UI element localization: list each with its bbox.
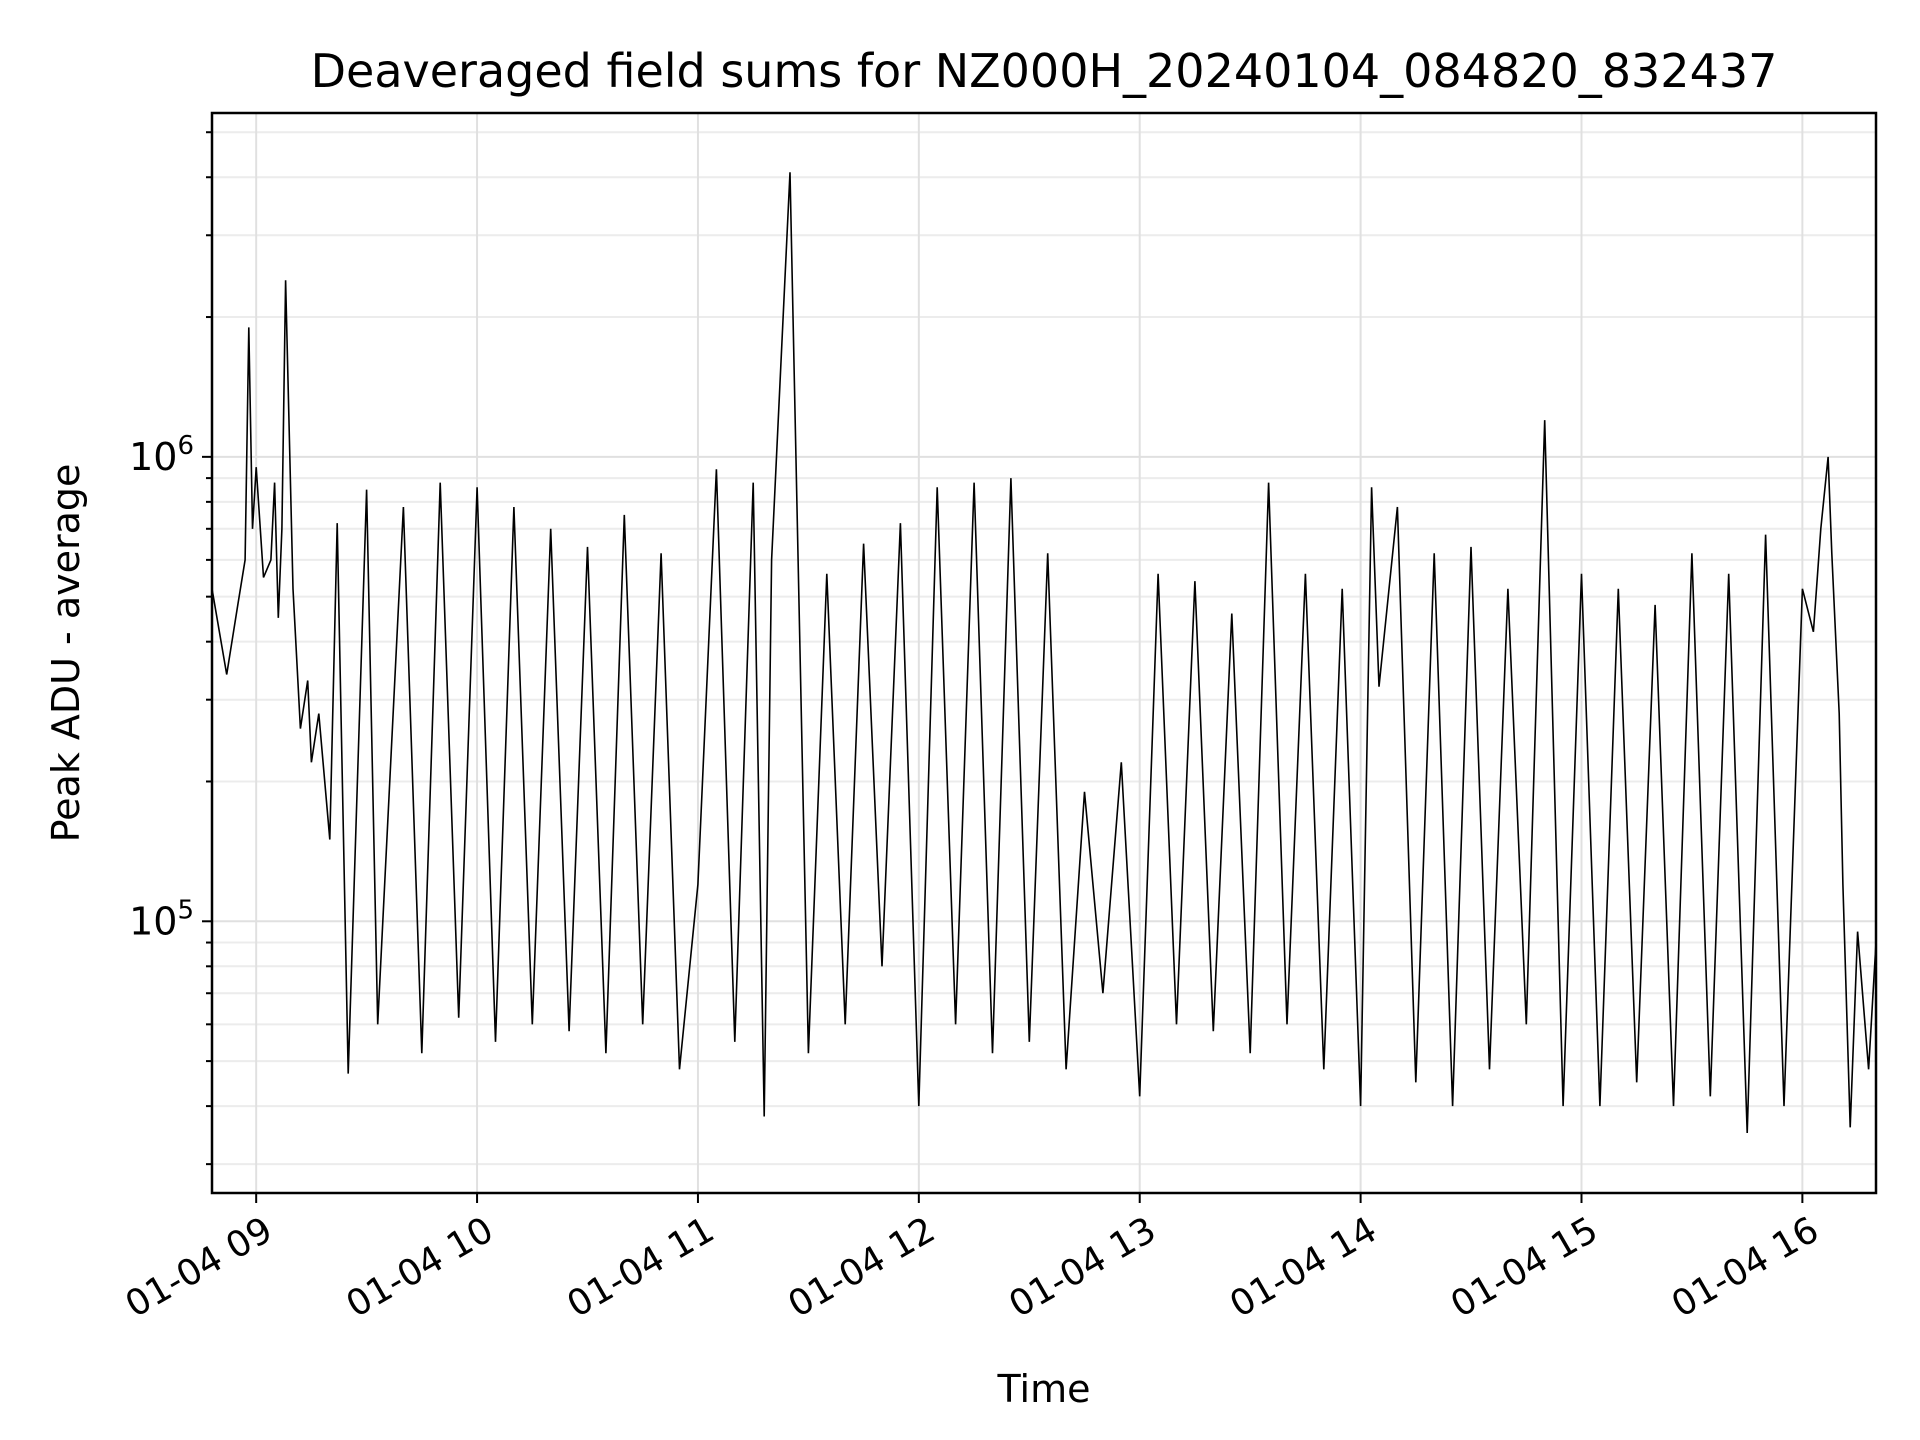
y-tick-label: 106 — [129, 431, 194, 479]
y-tick-label: 105 — [129, 895, 194, 943]
y-axis-label: Peak ADU - average — [44, 464, 88, 843]
x-axis-label: Time — [997, 1367, 1091, 1411]
series-line-0 — [211, 172, 1877, 1134]
chart-title: Deaveraged field sums for NZ000H_2024010… — [311, 44, 1778, 98]
series-layer — [211, 172, 1877, 1134]
grid-layer — [212, 113, 1876, 1193]
plot-frame — [210, 111, 1878, 1195]
